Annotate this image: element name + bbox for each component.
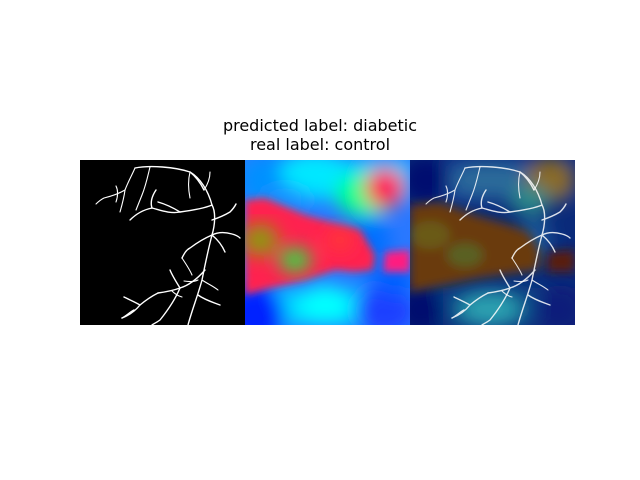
predicted-label-text: predicted label: diabetic <box>222 116 418 135</box>
attention-heatmap-image <box>245 160 410 325</box>
heatmap-overlay-image <box>410 160 575 325</box>
vessel-segmentation-image <box>80 160 245 325</box>
real-label-text: real label: control <box>249 135 391 154</box>
heatmap-field <box>245 160 410 325</box>
figure-title: predicted label: diabetic real label: co… <box>0 116 640 154</box>
vessel-tree <box>80 160 245 325</box>
overlay-field <box>410 160 575 325</box>
